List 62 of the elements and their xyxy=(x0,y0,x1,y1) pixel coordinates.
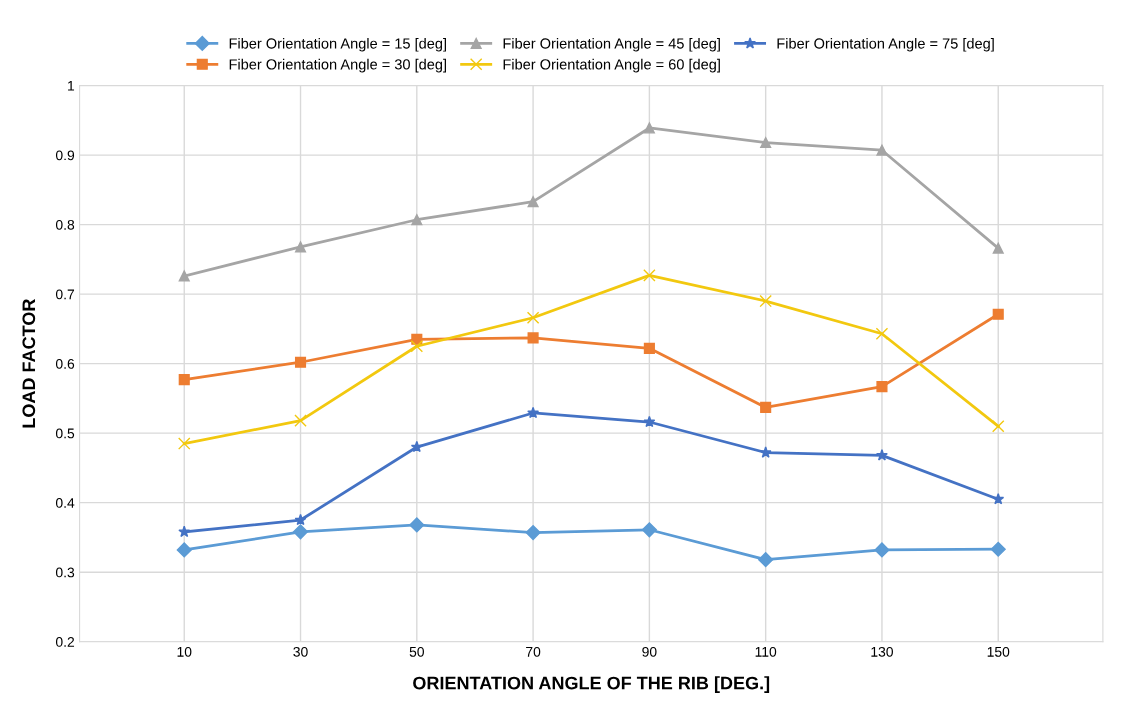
point xyxy=(874,542,890,558)
point xyxy=(294,356,307,368)
point xyxy=(643,122,655,134)
point xyxy=(409,517,425,533)
point xyxy=(294,241,307,253)
point xyxy=(177,437,191,450)
y-tick-label: 0.6 xyxy=(55,358,75,369)
point xyxy=(178,374,190,386)
legend-label: Fiber Orientation Angle = 75 [deg] xyxy=(777,37,994,52)
x-tick-label: 10 xyxy=(177,646,192,657)
y-tick-label: 0.2 xyxy=(55,637,75,647)
y-tick-label: 0.9 xyxy=(55,150,75,161)
point xyxy=(992,242,1004,254)
point xyxy=(178,525,191,538)
point xyxy=(643,415,656,428)
point xyxy=(643,269,656,282)
x-tick-label: 70 xyxy=(526,646,541,657)
point xyxy=(526,311,540,324)
point xyxy=(410,440,423,453)
point xyxy=(294,513,307,526)
point xyxy=(876,144,888,156)
x-tick-label: 90 xyxy=(642,646,657,657)
point xyxy=(990,541,1006,557)
y-tick-label: 0.7 xyxy=(55,289,75,300)
point xyxy=(760,137,772,149)
y-tick-label: 0.4 xyxy=(55,498,75,508)
point xyxy=(527,406,540,419)
x-axis-title: ORIENTATION ANGLE OF THE RIB [DEG.] xyxy=(413,676,770,694)
point xyxy=(292,524,309,540)
point xyxy=(641,522,657,538)
point xyxy=(178,270,190,282)
point xyxy=(876,381,888,393)
x-tick-label: 150 xyxy=(987,646,1010,657)
point xyxy=(525,524,541,541)
point xyxy=(411,214,423,226)
point xyxy=(991,419,1005,433)
point xyxy=(410,339,424,353)
y-tick-label: 0.8 xyxy=(55,219,75,230)
point xyxy=(527,332,539,344)
x-tick-label: 30 xyxy=(293,646,308,657)
point xyxy=(875,327,889,340)
point xyxy=(875,449,888,461)
point xyxy=(992,492,1005,505)
point xyxy=(643,342,655,354)
x-tick-label: 130 xyxy=(871,646,893,657)
point xyxy=(992,308,1004,320)
point xyxy=(176,542,192,558)
point xyxy=(758,552,774,568)
legend-label: Fiber Orientation Angle = 60 [deg] xyxy=(503,58,720,73)
point xyxy=(759,294,772,308)
legend-label: Fiber Orientation Angle = 45 [deg] xyxy=(503,37,720,52)
y-axis-title: LOAD FACTOR xyxy=(22,298,36,428)
legend-label: Fiber Orientation Angle = 30 [deg] xyxy=(229,58,446,73)
point xyxy=(527,196,539,208)
point xyxy=(760,401,772,413)
x-tick-label: 50 xyxy=(409,646,424,657)
y-tick-label: 0.3 xyxy=(55,567,75,578)
y-tick-label: 0.5 xyxy=(55,428,75,439)
x-tick-label: 110 xyxy=(755,646,777,657)
legend-label: Fiber Orientation Angle = 15 [deg] xyxy=(229,37,446,52)
point xyxy=(294,414,307,427)
y-tick-label: 1 xyxy=(68,81,75,91)
